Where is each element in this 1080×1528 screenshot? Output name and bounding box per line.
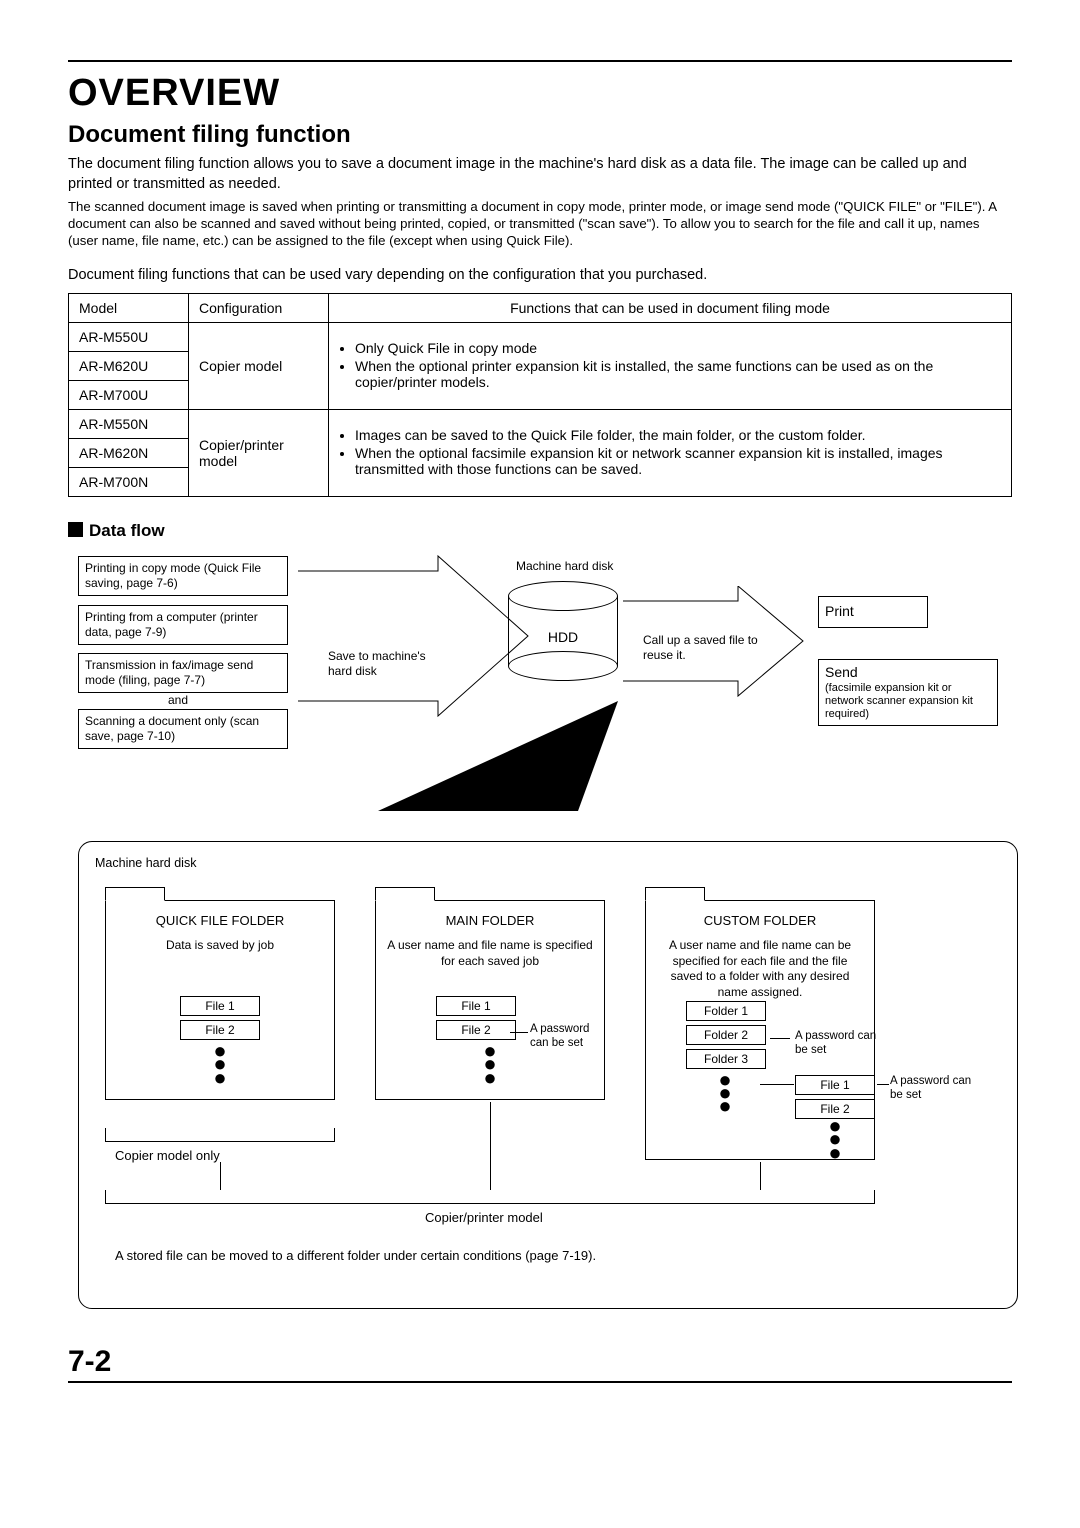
password-note: A password can be set (795, 1030, 880, 1058)
table-cell: Copier model (189, 323, 329, 410)
table-cell: AR-M620N (69, 439, 189, 468)
page-title: OVERVIEW (68, 72, 1012, 115)
dots-icon: ●●● (116, 1044, 324, 1084)
file-item: File 1 (795, 1075, 875, 1095)
panel-label: Machine hard disk (95, 856, 1001, 870)
bracket-label: Copier/printer model (425, 1210, 543, 1226)
table-cell: Only Quick File in copy mode When the op… (329, 323, 1012, 410)
table-cell: AR-M550N (69, 410, 189, 439)
folder-item: Folder 3 (686, 1049, 766, 1069)
wedge-icon (378, 701, 618, 816)
flow-label: Save to machine's hard disk (328, 649, 448, 678)
flow-label: Machine hard disk (516, 559, 613, 573)
flow-box: Transmission in fax/image send mode (fil… (78, 653, 288, 693)
password-note: A password can be set (890, 1075, 975, 1103)
panel-footnote: A stored file can be moved to a differen… (115, 1248, 596, 1264)
password-note: A password can be set (530, 1023, 610, 1051)
flow-box: Print (818, 596, 928, 628)
flow-box: Printing from a computer (printer data, … (78, 605, 288, 645)
table-header: Configuration (189, 294, 329, 323)
flow-label: Call up a saved file to reuse it. (643, 633, 763, 662)
table-cell: AR-M700N (69, 468, 189, 497)
table-cell: Images can be saved to the Quick File fo… (329, 410, 1012, 497)
flow-box: Send (facsimile expansion kit or network… (818, 659, 998, 726)
main-folder: MAIN FOLDER A user name and file name is… (375, 900, 605, 1100)
flow-box: Printing in copy mode (Quick File saving… (78, 556, 288, 596)
intro-paragraph: The scanned document image is saved when… (68, 198, 1012, 249)
file-item: File 1 (180, 996, 260, 1016)
file-item: File 2 (436, 1020, 516, 1040)
table-header: Functions that can be used in document f… (329, 294, 1012, 323)
page-number: 7-2 (68, 1345, 1012, 1379)
file-item: File 2 (180, 1020, 260, 1040)
folder-item: Folder 2 (686, 1025, 766, 1045)
table-cell: AR-M700U (69, 381, 189, 410)
intro-paragraph: Document filing functions that can be us… (68, 266, 1012, 286)
intro-paragraph: The document filing function allows you … (68, 155, 1012, 194)
dataflow-diagram: Printing in copy mode (Quick File saving… (78, 551, 1018, 831)
file-item: File 1 (436, 996, 516, 1016)
dots-icon: ●●● (795, 1119, 875, 1159)
folder-item: Folder 1 (686, 1001, 766, 1021)
bracket-label: Copier model only (115, 1148, 220, 1164)
dataflow-heading: Data flow (68, 521, 1012, 541)
table-cell: AR-M550U (69, 323, 189, 352)
table-header: Model (69, 294, 189, 323)
flow-box: Scanning a document only (scan save, pag… (78, 709, 288, 749)
table-cell: Copier/printer model (189, 410, 329, 497)
table-cell: AR-M620U (69, 352, 189, 381)
folder-panel: Machine hard disk QUICK FILE FOLDER Data… (78, 841, 1018, 1309)
section-title: Document filing function (68, 121, 1012, 149)
flow-label: and (168, 693, 188, 707)
quick-file-folder: QUICK FILE FOLDER Data is saved by job F… (105, 900, 335, 1100)
config-table: Model Configuration Functions that can b… (68, 293, 1012, 497)
